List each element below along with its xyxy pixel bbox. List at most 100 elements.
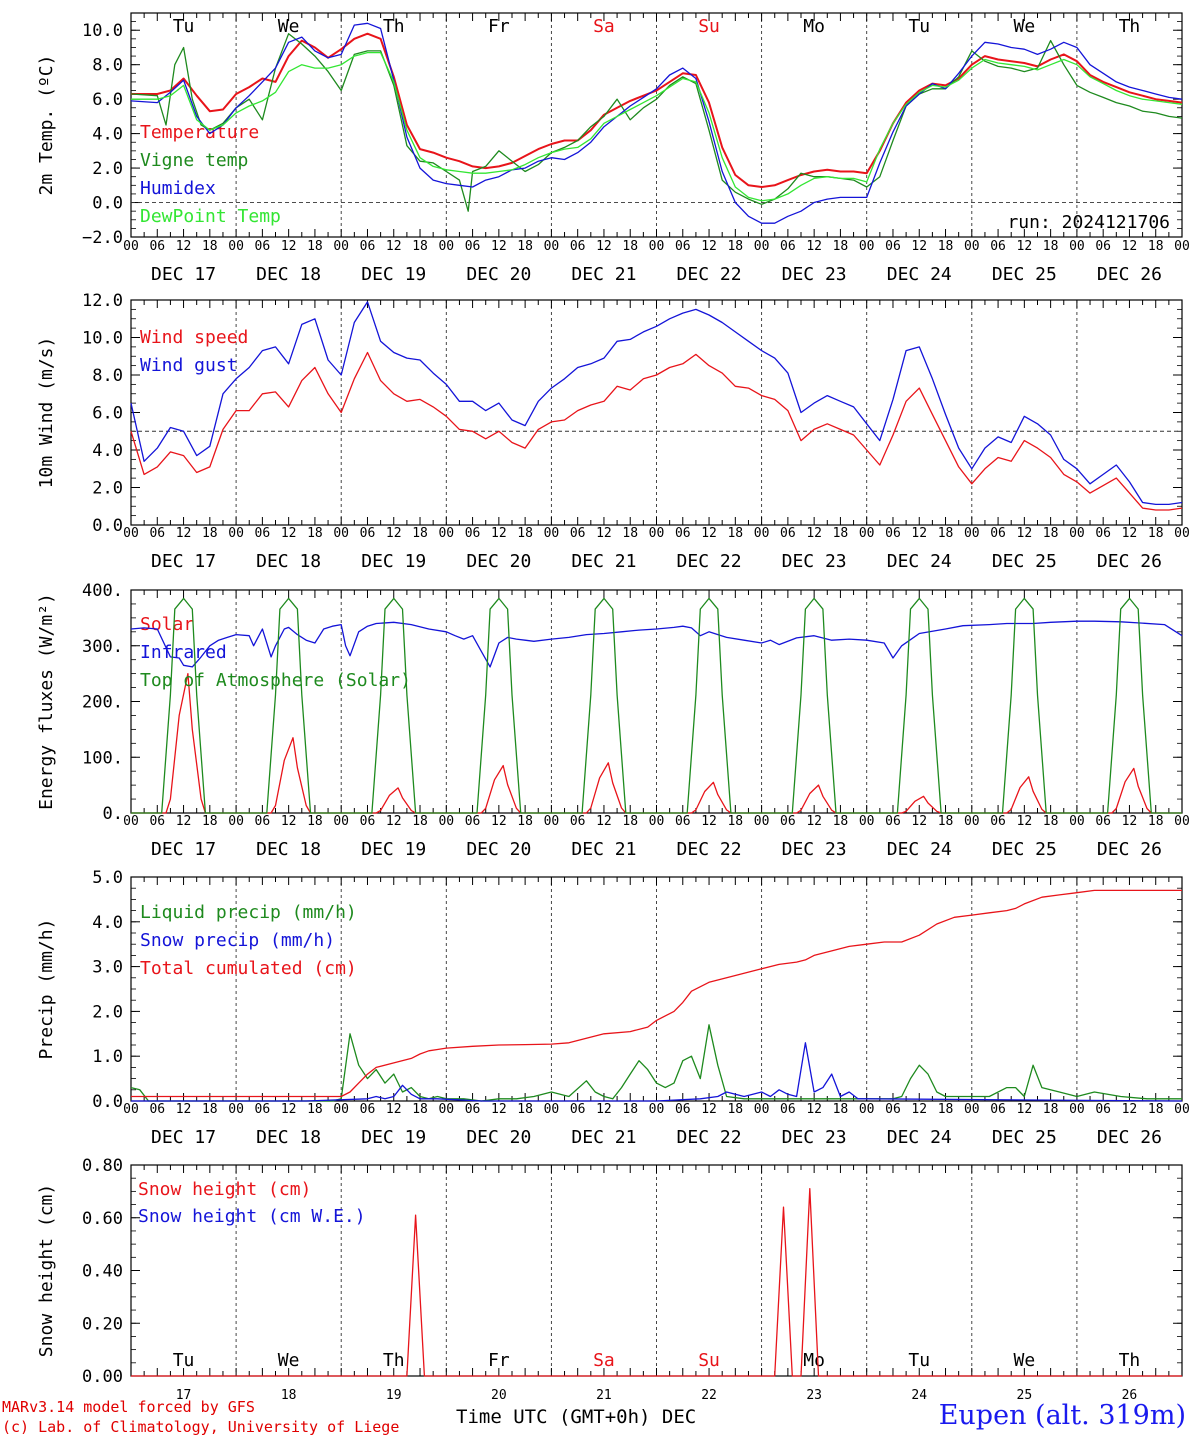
hour-tick-label: 00 — [1174, 814, 1190, 829]
hour-tick-label: 18 — [202, 814, 218, 829]
hour-tick-label: 18 — [412, 1102, 428, 1117]
hour-tick-label: 00 — [754, 526, 770, 541]
y-tick-label: 4.0 — [92, 913, 123, 933]
date-label: DEC 20 — [466, 551, 531, 572]
hour-tick-label: 06 — [675, 526, 691, 541]
hour-tick-label: 12 — [911, 239, 927, 254]
date-label: DEC 25 — [992, 1127, 1057, 1148]
hour-tick-label: 12 — [281, 526, 297, 541]
hour-tick-label: 06 — [465, 239, 481, 254]
hour-tick-label: 00 — [123, 526, 139, 541]
hour-tick-label: 12 — [911, 814, 927, 829]
date-label: DEC 21 — [571, 264, 636, 285]
weekday-label: Sa — [593, 16, 615, 37]
y-tick-label: 0.60 — [82, 1209, 123, 1229]
date-label: DEC 20 — [466, 264, 531, 285]
hour-tick-label: 06 — [1095, 1102, 1111, 1117]
date-label: DEC 22 — [677, 1127, 742, 1148]
hour-tick-label: 00 — [1069, 814, 1085, 829]
hour-tick-label: 00 — [754, 239, 770, 254]
hour-tick-label: 06 — [780, 814, 796, 829]
run-annotation: run: 2024121706 — [1007, 212, 1170, 233]
hour-tick-label: 18 — [622, 526, 638, 541]
hour-tick-label: 18 — [727, 814, 743, 829]
series-line-snow-precip-mm-h — [131, 1042, 1183, 1102]
weekday-label: Th — [383, 16, 405, 37]
y-axis-label: Precip (mm/h) — [36, 919, 57, 1060]
weekday-label: We — [1014, 16, 1036, 37]
hour-tick-label: 18 — [833, 239, 849, 254]
plot-frame — [130, 12, 1183, 238]
hour-tick-label: 12 — [596, 814, 612, 829]
legend-label: Wind speed — [140, 327, 248, 348]
date-label: DEC 25 — [992, 264, 1057, 285]
y-tick-label: 12.0 — [82, 291, 123, 311]
hour-tick-label: 12 — [176, 1102, 192, 1117]
y-tick-label: 3.0 — [92, 958, 123, 978]
legend-label: Liquid precip (mm/h) — [140, 902, 357, 923]
hour-tick-label: 00 — [333, 526, 349, 541]
hour-tick-label: 00 — [754, 814, 770, 829]
hour-tick-label: 00 — [438, 239, 454, 254]
hour-tick-label: 18 — [938, 526, 954, 541]
date-label: DEC 23 — [782, 551, 847, 572]
hour-tick-label: 06 — [360, 814, 376, 829]
hour-tick-label: 00 — [438, 814, 454, 829]
weekday-label: Tu — [908, 16, 930, 37]
hour-tick-label: 12 — [281, 1102, 297, 1117]
hour-tick-label: 00 — [123, 814, 139, 829]
date-label: DEC 20 — [466, 1127, 531, 1148]
hour-tick-label: 06 — [149, 814, 165, 829]
date-label: DEC 18 — [256, 839, 321, 860]
hour-tick-label: 06 — [255, 526, 271, 541]
hour-tick-label: 06 — [465, 526, 481, 541]
hour-tick-label: 00 — [333, 1102, 349, 1117]
hour-tick-label: 06 — [149, 526, 165, 541]
weekday-label: Fr — [488, 1350, 510, 1371]
hour-tick-label: 12 — [176, 239, 192, 254]
hour-tick-label: 18 — [517, 1102, 533, 1117]
day-number-label: 17 — [176, 1388, 192, 1403]
hour-tick-label: 18 — [307, 526, 323, 541]
hour-tick-label: 00 — [228, 814, 244, 829]
date-label: DEC 25 — [992, 839, 1057, 860]
hour-tick-label: 12 — [701, 814, 717, 829]
legend-label: Temperature — [140, 122, 259, 143]
hour-tick-label: 12 — [806, 1102, 822, 1117]
weekday-label: Mo — [803, 1350, 825, 1371]
hour-tick-label: 12 — [701, 1102, 717, 1117]
weekday-label: We — [1014, 1350, 1036, 1371]
hour-tick-label: 12 — [491, 814, 507, 829]
y-tick-label: 100. — [82, 748, 123, 768]
hour-tick-label: 12 — [701, 239, 717, 254]
hour-tick-label: 00 — [1069, 1102, 1085, 1117]
y-tick-label: 10.0 — [82, 21, 123, 41]
day-number-label: 18 — [281, 1388, 297, 1403]
date-label: DEC 26 — [1097, 551, 1162, 572]
hour-tick-label: 12 — [806, 239, 822, 254]
hour-tick-label: 06 — [360, 239, 376, 254]
day-number-label: 25 — [1017, 1388, 1033, 1403]
y-axis-label: 10m Wind (m/s) — [36, 337, 57, 489]
hour-tick-label: 06 — [990, 526, 1006, 541]
hour-tick-label: 00 — [859, 526, 875, 541]
hour-tick-label: 06 — [1095, 239, 1111, 254]
hour-tick-label: 12 — [1017, 814, 1033, 829]
hour-tick-label: 18 — [1043, 814, 1059, 829]
day-number-label: 26 — [1122, 1388, 1138, 1403]
weekday-label: Su — [698, 16, 720, 37]
hour-tick-label: 00 — [228, 1102, 244, 1117]
credit-line-1: MARv3.14 model forced by GFS — [2, 1398, 255, 1416]
hour-tick-label: 06 — [780, 1102, 796, 1117]
hour-tick-label: 12 — [386, 814, 402, 829]
y-tick-label: 200. — [82, 693, 123, 713]
day-number-label: 23 — [806, 1388, 822, 1403]
y-tick-label: 0.0 — [92, 1092, 123, 1112]
hour-tick-label: 06 — [360, 526, 376, 541]
hour-tick-label: 18 — [307, 239, 323, 254]
y-tick-label: 4.0 — [92, 125, 123, 145]
y-tick-label: 2.0 — [92, 1002, 123, 1022]
series-line-top-of-atmosphere-solar — [131, 597, 1182, 814]
hour-tick-label: 12 — [1017, 239, 1033, 254]
hour-tick-label: 00 — [438, 526, 454, 541]
